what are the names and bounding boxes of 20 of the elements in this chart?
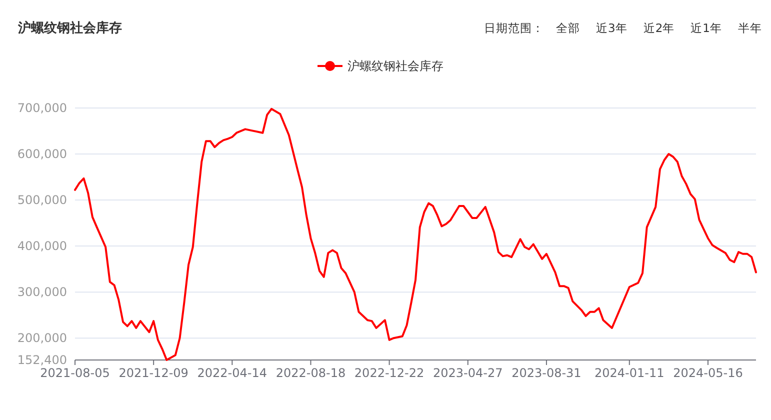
x-tick-label: 2024-05-16 bbox=[673, 366, 743, 380]
legend-label: 沪螺纹钢社会库存 bbox=[348, 59, 444, 73]
range-selector: 日期范围： 全部 近3年 近2年 近1年 半年 bbox=[484, 21, 762, 35]
x-tick-label: 2022-12-22 bbox=[354, 366, 424, 380]
y-tick-label: 700,000 bbox=[17, 101, 67, 115]
x-tick-label: 2023-04-27 bbox=[433, 366, 503, 380]
x-tick-label: 2021-12-09 bbox=[118, 366, 188, 380]
y-tick-label: 300,000 bbox=[17, 285, 67, 300]
y-tick-label: 400,000 bbox=[17, 239, 67, 254]
y-tick-label: 500,000 bbox=[17, 193, 67, 208]
chart-title: 沪螺纹钢社会库存 bbox=[17, 20, 122, 36]
x-tick-label: 2022-04-14 bbox=[197, 366, 268, 380]
x-tick-label: 2022-08-18 bbox=[276, 366, 346, 380]
y-tick-label: 600,000 bbox=[17, 147, 67, 162]
x-tick-label: 2023-08-31 bbox=[512, 366, 582, 380]
x-tick-label: 2024-01-11 bbox=[594, 366, 664, 380]
x-tick-label: 2021-08-05 bbox=[40, 366, 110, 380]
legend: 沪螺纹钢社会库存 bbox=[318, 59, 444, 73]
y-tick-label: 152,400 bbox=[17, 353, 67, 367]
y-tick-label: 200,000 bbox=[17, 331, 67, 346]
